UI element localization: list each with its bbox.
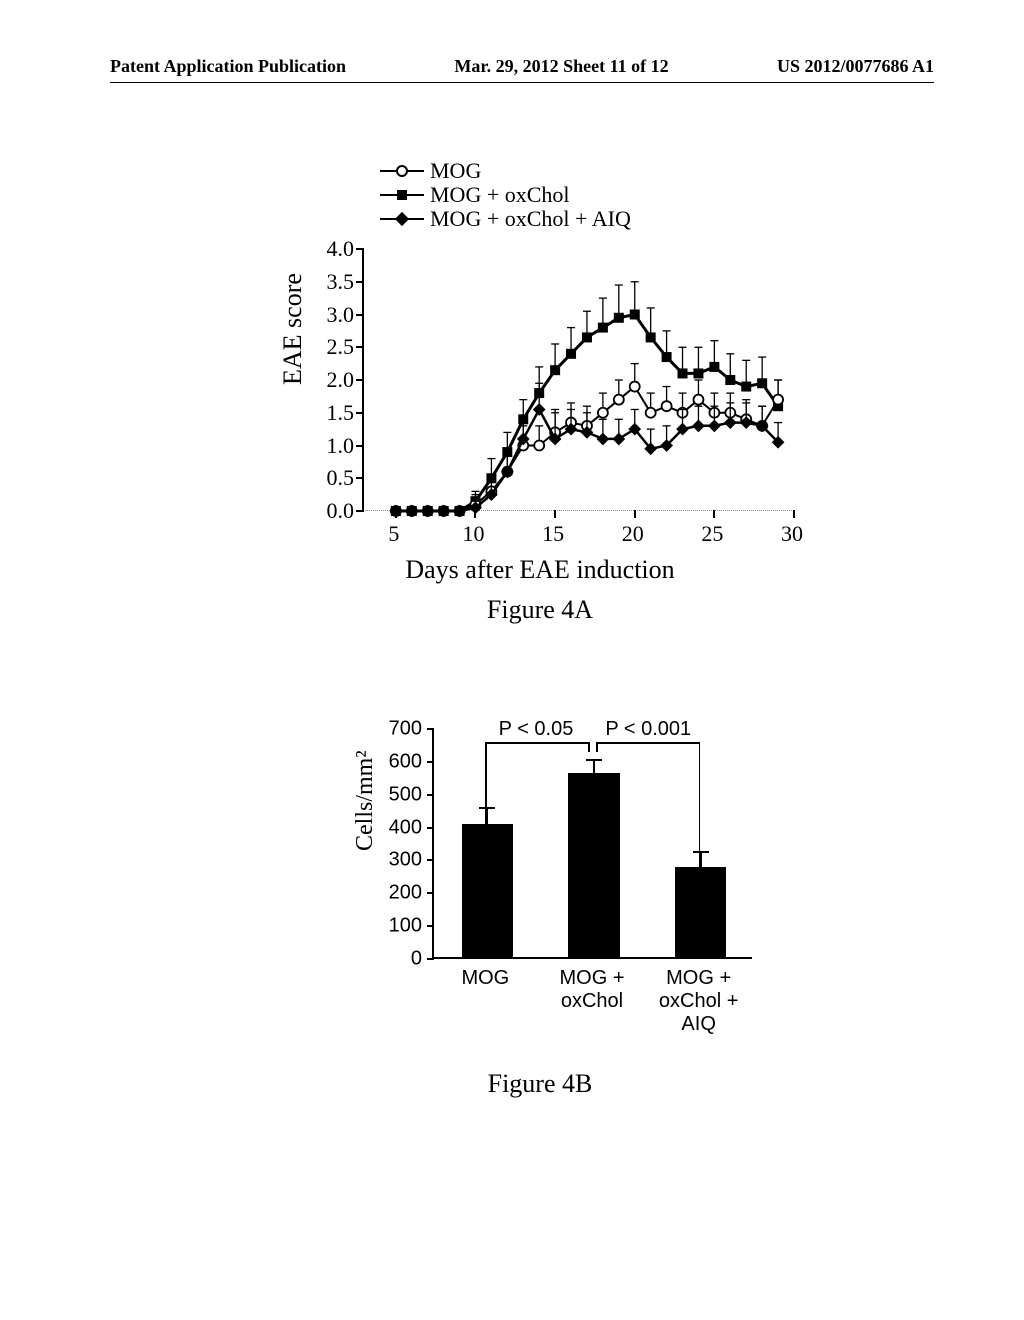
xtick-label: 10 [453,521,493,547]
ytick-label: 4.0 [304,236,354,262]
bar-label: MOG + oxChol [537,967,647,1013]
header-left: Patent Application Publication [110,56,346,77]
caption-4b: Figure 4B [230,1069,850,1099]
plot-4b [432,729,752,959]
ytick-label: 2.5 [304,334,354,360]
header-center: Mar. 29, 2012 Sheet 11 of 12 [454,56,668,77]
ytick-label: 3.5 [304,269,354,295]
ytick-label: 500 [376,783,422,806]
caption-4a: Figure 4A [230,595,850,625]
legend-label: MOG + oxChol [430,182,570,208]
legend-label: MOG [430,158,481,184]
ytick-label: 2.0 [304,367,354,393]
filled-square-icon [380,187,424,203]
open-circle-icon [380,163,424,179]
pvalue-label: P < 0.001 [605,718,691,741]
legend-item-mog-oxchol-aiq: MOG + oxChol + AIQ [380,207,631,231]
legend-item-mog-oxchol: MOG + oxChol [380,183,631,207]
ytick-label: 400 [376,816,422,839]
ytick-label: 1.5 [304,400,354,426]
ytick-label: 700 [376,718,422,741]
ytick-label: 300 [376,849,422,872]
header-right: US 2012/0077686 A1 [777,56,934,77]
xtick-label: 25 [692,521,732,547]
figure-area: MOG MOG + oxChol MOG + oxChol + AIQ EAE … [230,175,850,1175]
ytick-label: 0.5 [304,465,354,491]
figure-4a: MOG MOG + oxChol MOG + oxChol + AIQ EAE … [260,175,820,585]
ytick-label: 600 [376,750,422,773]
bar [675,867,726,957]
figure-4b: Cells/mm² 0100200300400500600700MOGMOG +… [280,681,800,1061]
legend-item-mog: MOG [380,159,631,183]
ytick-label: 100 [376,915,422,938]
filled-diamond-icon [380,211,424,227]
xtick-label: 30 [772,521,812,547]
legend-label: MOG + oxChol + AIQ [430,206,631,232]
bar-label: MOG [430,967,540,990]
bar [462,824,513,957]
patent-header: Patent Application Publication Mar. 29, … [110,56,934,77]
ytick-label: 0.0 [304,498,354,524]
ytick-label: 200 [376,882,422,905]
legend-4a: MOG MOG + oxChol MOG + oxChol + AIQ [380,159,631,231]
pvalue-label: P < 0.05 [499,718,574,741]
xtick-label: 20 [613,521,653,547]
xlabel-4a: Days after EAE induction [405,555,674,585]
ytick-label: 3.0 [304,302,354,328]
xtick-label: 15 [533,521,573,547]
ytick-label: 1.0 [304,433,354,459]
bar [568,773,619,957]
xtick-label: 5 [374,521,414,547]
ytick-label: 0 [376,948,422,971]
header-rule [110,82,934,83]
ylabel-4b: Cells/mm² [352,750,379,851]
plot-4a [362,249,792,511]
series-svg-4a [364,249,794,511]
bar-label: MOG + oxChol + AIQ [644,967,754,1036]
